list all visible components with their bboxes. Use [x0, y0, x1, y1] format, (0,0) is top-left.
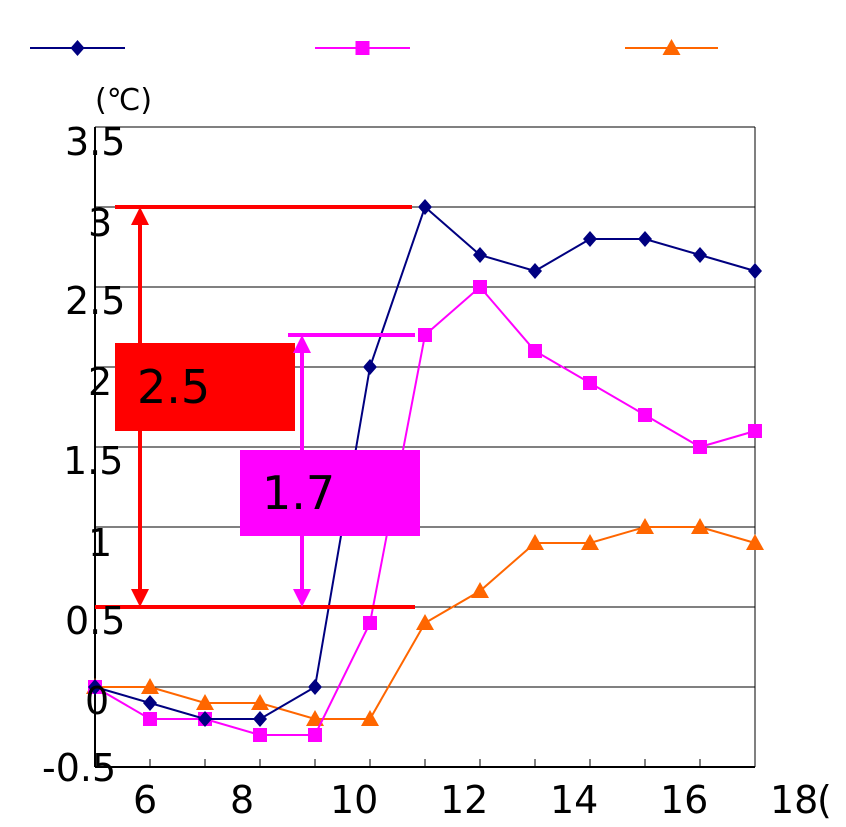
square-marker	[693, 440, 707, 454]
y-tick-label: 3.5	[65, 120, 125, 164]
triangle-marker	[526, 534, 544, 550]
square-marker	[748, 424, 762, 438]
triangle-marker	[196, 694, 214, 710]
diamond-marker	[363, 359, 377, 375]
x-unit-label: (	[817, 778, 832, 822]
triangle-marker	[141, 678, 159, 694]
y-tick-label: 0	[85, 679, 109, 723]
diamond-marker	[308, 679, 322, 695]
triangle-marker	[306, 710, 324, 726]
x-tick-label: 8	[230, 778, 254, 822]
triangle-marker	[662, 39, 681, 55]
square-marker	[355, 41, 370, 55]
legend	[30, 39, 718, 56]
series-lines	[86, 199, 764, 742]
x-tick-label: 6	[133, 778, 157, 822]
square-marker	[473, 280, 487, 294]
y-tick-label: 1	[88, 521, 112, 565]
square-marker	[638, 408, 652, 422]
square-marker	[143, 712, 157, 726]
square-marker	[308, 728, 322, 742]
annotations: 2.5 1.7	[95, 205, 420, 609]
diamond-marker	[418, 199, 432, 215]
annotation-arrow-head	[131, 207, 149, 225]
diamond-marker	[638, 231, 652, 247]
diamond-marker	[143, 695, 157, 711]
triangle-marker	[416, 614, 434, 630]
square-marker	[363, 616, 377, 630]
annotation-label: 1.7	[262, 466, 335, 520]
series-line-0	[94, 205, 756, 720]
triangle-marker	[691, 518, 709, 534]
y-tick-label: 0.5	[65, 599, 125, 643]
x-tick-label: 16	[660, 778, 708, 822]
y-unit-label: (℃)	[95, 83, 152, 118]
square-marker	[583, 376, 597, 390]
x-tick-label: 10	[330, 778, 378, 822]
annotation-arrow-head	[293, 335, 311, 353]
y-tick-label: 2.5	[65, 279, 125, 323]
diamond-marker	[528, 263, 542, 279]
annotation-label: 2.5	[137, 360, 210, 414]
square-marker	[528, 344, 542, 358]
diamond-marker	[253, 711, 267, 727]
y-tick-label: -0.5	[42, 746, 116, 790]
y-tick-label: 1.5	[63, 439, 123, 483]
diamond-marker	[473, 247, 487, 263]
y-tick-label: 2	[88, 360, 112, 404]
annotation-box	[240, 450, 420, 536]
annotation-arrow-head	[293, 589, 311, 607]
diamond-marker	[583, 231, 597, 247]
diamond-marker	[693, 247, 707, 263]
axes	[94, 127, 756, 768]
square-marker	[418, 328, 432, 342]
diamond-marker	[198, 711, 212, 727]
triangle-marker	[746, 534, 764, 550]
diamond-marker	[88, 679, 102, 695]
tick-labels: -0.5 0 0.5 1 1.5 2 2.5 3 3.5 6 8 10 12 14 16 18( (℃)	[42, 83, 832, 822]
triangle-marker	[581, 534, 599, 550]
annotation-arrow-head	[131, 589, 149, 607]
y-tick-label: 3	[88, 201, 112, 245]
triangle-marker	[251, 694, 269, 710]
triangle-marker	[361, 710, 379, 726]
diamond-marker	[748, 263, 762, 279]
x-tick-label: 14	[550, 778, 598, 822]
triangle-marker	[636, 518, 654, 534]
x-tick-label: 12	[440, 778, 488, 822]
diamond-marker	[70, 40, 85, 56]
square-marker	[253, 728, 267, 742]
x-tick-label: 18	[770, 778, 818, 822]
triangle-marker	[471, 582, 489, 598]
annotation-box	[115, 343, 295, 431]
